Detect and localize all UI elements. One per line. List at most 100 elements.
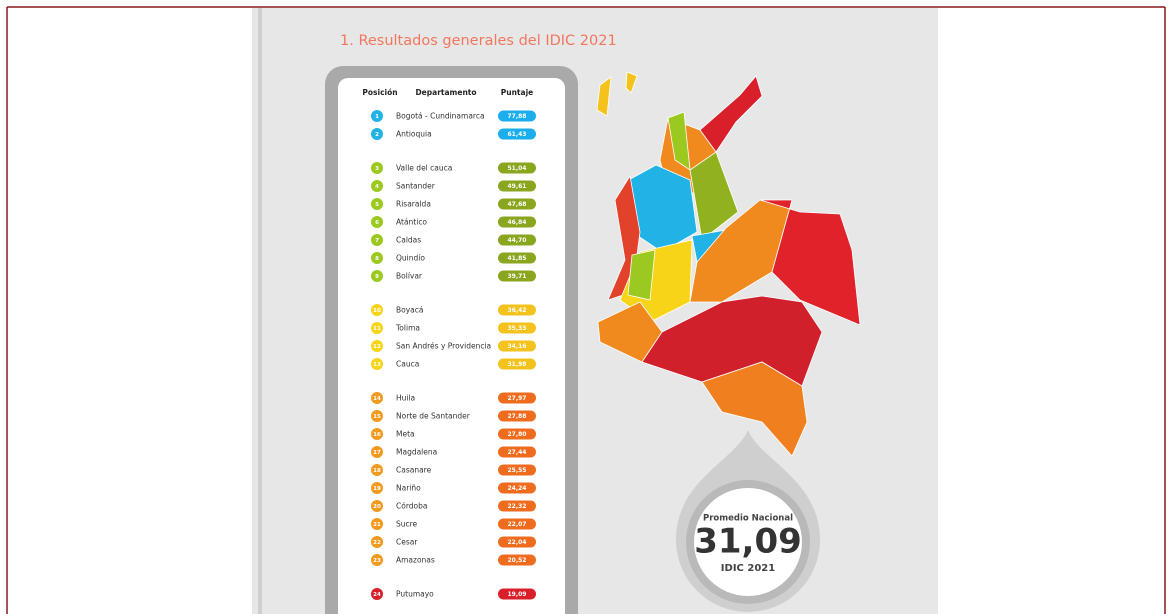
score-pill [498,198,536,210]
department: Quindío [396,254,425,263]
department: Cauca [396,360,419,369]
rank-badge [371,216,383,228]
score-pill [498,536,536,548]
rank-badge [371,358,383,370]
rank: 18 [373,468,381,474]
rank-badge [371,554,383,566]
score: 27,44 [508,449,527,456]
score: 77,88 [508,113,527,120]
table-body [338,78,565,614]
department: Norte de Santander [396,412,471,421]
department: Meta [396,430,415,439]
rank: 24 [373,592,381,598]
rank: 16 [373,432,381,438]
department: Boyacá [396,306,424,315]
region [759,199,861,326]
department: Amazonas [396,556,435,565]
score-pill [498,588,536,600]
department: Tolima [395,324,420,333]
rank-badge [371,110,383,122]
score-pill [498,322,536,334]
rank-badge [371,128,383,140]
department: Cesar [396,538,418,547]
badge-center [694,488,802,596]
department: Córdoba [396,502,427,511]
rank-badge [371,198,383,210]
score: 47,68 [508,201,527,208]
rank-badge [371,162,383,174]
score-pill [498,252,536,264]
score-pill [498,500,536,512]
rank: 7 [375,238,379,244]
score-pill [498,518,536,530]
map [596,71,861,457]
score: 25,55 [508,467,527,474]
department: Sucre [396,520,418,529]
score-pill [498,234,536,246]
score: 27,88 [508,413,527,420]
region [627,249,656,301]
rank-badge [371,410,383,422]
department: Caldas [396,236,421,245]
score-pill [498,162,536,174]
score-pill [498,270,536,282]
rank-badge [371,588,383,600]
department: Valle del cauca [396,164,452,173]
score-pill [498,428,536,440]
badge-value: 31,09 [694,522,802,562]
rank: 11 [373,326,381,332]
department: Risaralda [396,200,431,209]
rank-badge [371,428,383,440]
score: 22,07 [508,521,527,528]
rank: 4 [375,184,379,190]
rank: 6 [375,220,379,226]
department: Santander [396,182,436,191]
rank-badge [371,464,383,476]
header: Departamento [415,88,476,97]
rank-badge [371,482,383,494]
rank: 20 [373,504,381,510]
score-pill [498,340,536,352]
score: 49,61 [508,183,527,190]
rank: 2 [375,132,379,138]
rank-badge [371,322,383,334]
score: 39,71 [508,273,527,280]
title: 1. Resultados generales del IDIC 2021 [340,33,617,49]
region [625,71,638,94]
department: San Andrés y Providencia [396,342,491,351]
header: Posición [362,88,397,97]
rank: 19 [373,486,381,492]
score-pill [498,304,536,316]
score-pill [498,180,536,192]
rank-badge [371,500,383,512]
rank: 8 [375,256,379,262]
rank: 10 [373,308,381,314]
score: 44,70 [508,237,527,244]
rank-badge [371,536,383,548]
department: Bogotá - Cundinamarca [396,112,485,121]
badge-label: Promedio Nacional [703,514,793,524]
badge-caption: IDIC 2021 [721,563,775,574]
rank: 12 [373,344,381,350]
region [689,151,739,241]
rank: 22 [373,540,381,546]
rank-badge [371,446,383,458]
rank: 15 [373,414,381,420]
rank: 17 [373,450,381,456]
score-pill [498,410,536,422]
panel-stripe [258,8,262,614]
score: 22,04 [508,539,527,546]
score-pill [498,446,536,458]
department: Magdalena [396,448,437,457]
rank-badge [371,304,383,316]
header: Puntaje [501,88,533,97]
score: 34,16 [508,343,527,350]
score-pill [498,110,536,122]
rank-badge [371,234,383,246]
score: 61,43 [508,131,527,138]
score-pill [498,482,536,494]
score: 31,98 [508,361,527,368]
rank: 14 [373,396,381,402]
score: 46,84 [508,219,527,226]
